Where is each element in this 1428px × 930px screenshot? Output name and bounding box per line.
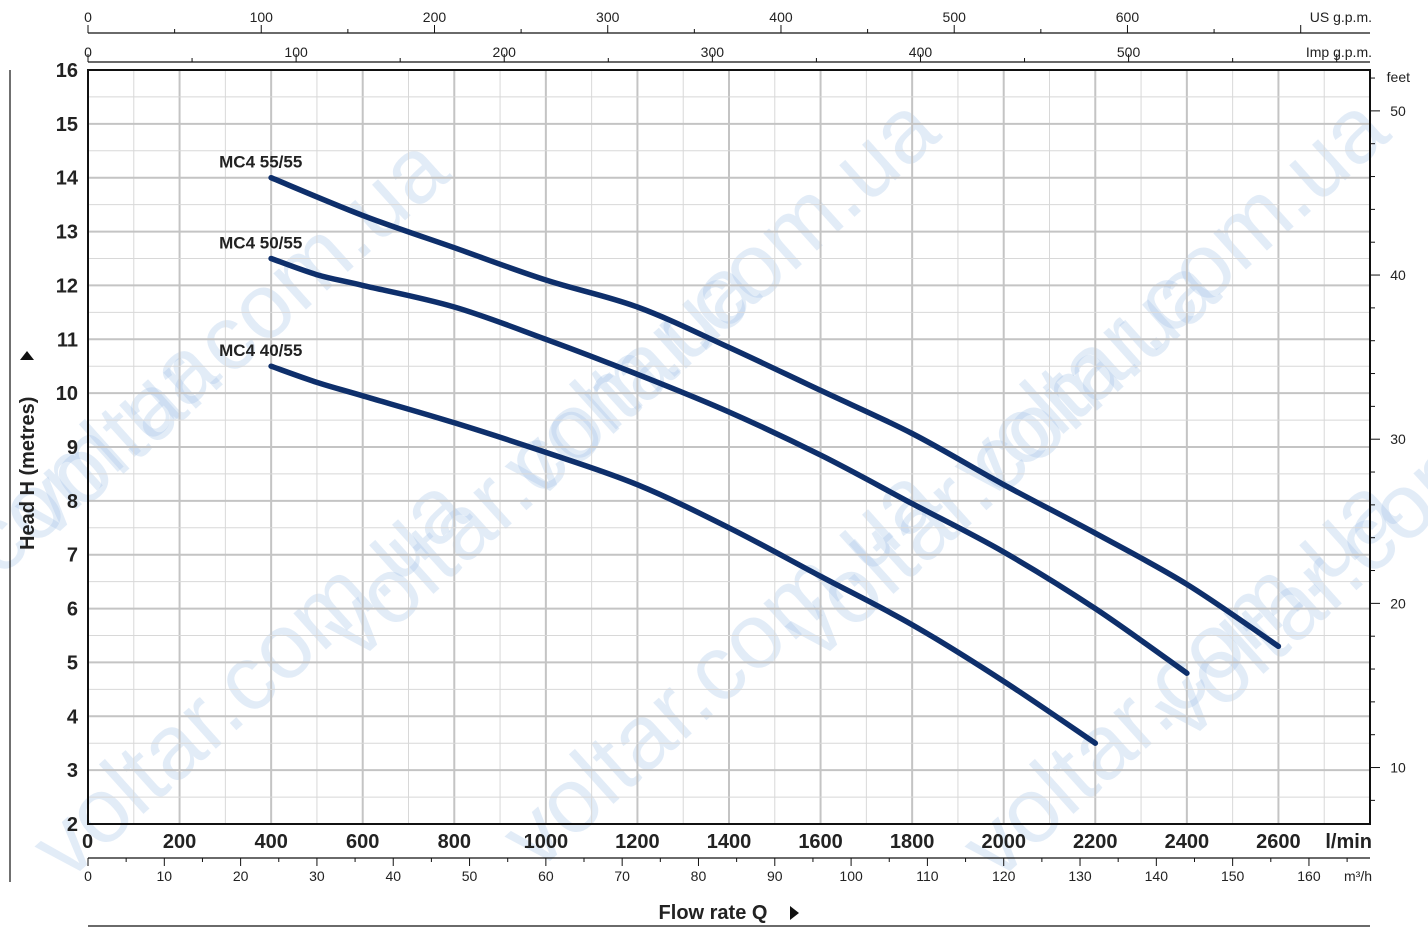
x-unit-label: l/min <box>1325 831 1372 853</box>
x-tick-label: 200 <box>163 831 196 853</box>
chart-grid <box>88 70 1370 824</box>
feet-tick-label: 20 <box>1390 595 1406 611</box>
m3h-tick-label: 80 <box>691 868 707 884</box>
m3h-tick-label: 130 <box>1068 868 1092 884</box>
x-tick-label: 600 <box>346 831 379 853</box>
m3h-tick-label: 110 <box>916 868 939 884</box>
us-gpm-tick-label: 500 <box>943 9 967 25</box>
watermark-layer: voltar.com.ua voltar.com.uavoltar.com.uav… <box>0 75 1428 897</box>
x-tick-label: 2600 <box>1256 831 1301 853</box>
us-gpm-tick-label: 100 <box>250 9 274 25</box>
us-gpm-tick-label: 400 <box>769 9 793 25</box>
feet-tick-label: 40 <box>1390 267 1406 283</box>
feet-tick-label: 30 <box>1390 431 1406 447</box>
curve-mc4-40-55 <box>268 363 1099 746</box>
feet-tick-label: 10 <box>1390 760 1406 776</box>
imp-gpm-tick-label: 100 <box>284 44 308 60</box>
y-tick-label: 10 <box>56 383 78 405</box>
x-tick-label: 1400 <box>707 831 752 853</box>
x-tick-label: 2400 <box>1165 831 1210 853</box>
plot-frame <box>87 69 1371 825</box>
m3h-tick-label: 50 <box>462 868 478 884</box>
y-tick-label: 13 <box>56 222 78 244</box>
y-tick-label: 6 <box>67 599 78 621</box>
y-tick-label: 12 <box>56 275 78 297</box>
us-gpm-tick-label: 200 <box>423 9 447 25</box>
m3h-tick-label: 160 <box>1297 868 1321 884</box>
m3h-tick-label: 150 <box>1221 868 1245 884</box>
m3h-tick-label: 0 <box>84 868 92 884</box>
y-axis-title: Head H (metres) <box>17 397 39 550</box>
axes-layer <box>9 25 1380 927</box>
y-tick-label: 9 <box>67 437 78 459</box>
y-tick-label: 7 <box>67 545 78 567</box>
imp-gpm-axis-label: Imp g.p.m. <box>1306 44 1372 60</box>
x-tick-label: 1000 <box>524 831 569 853</box>
x-tick-label: 400 <box>254 831 287 853</box>
y-tick-label: 3 <box>67 760 78 782</box>
x-title-arrow-icon <box>790 906 799 920</box>
m3h-tick-label: 60 <box>538 868 554 884</box>
m3h-axis-label: m³/h <box>1344 868 1372 884</box>
m3h-tick-label: 120 <box>992 868 1016 884</box>
y-tick-label: 14 <box>56 168 79 190</box>
curve-mc4-50-55 <box>268 255 1190 676</box>
x-tick-label: 2200 <box>1073 831 1118 853</box>
imp-gpm-tick-label: 0 <box>84 44 92 60</box>
watermark-text: voltar.com.ua <box>762 235 1237 677</box>
curve-mc4-55-55 <box>268 174 1282 650</box>
imp-gpm-tick-label: 400 <box>909 44 933 60</box>
y-tick-label: 5 <box>67 652 78 674</box>
series-label: MC4 50/55 <box>219 234 302 253</box>
series-label: MC4 40/55 <box>219 341 302 360</box>
m3h-tick-label: 70 <box>614 868 630 884</box>
feet-axis-label: feet <box>1387 69 1410 85</box>
x-tick-label: 800 <box>438 831 471 853</box>
us-gpm-axis-label: US g.p.m. <box>1310 9 1372 25</box>
x-tick-label: 1600 <box>798 831 843 853</box>
us-gpm-tick-label: 0 <box>84 9 92 25</box>
x-tick-label: 2000 <box>981 831 1026 853</box>
y-tick-label: 16 <box>56 60 78 82</box>
x-tick-label: 1800 <box>890 831 935 853</box>
y-title-arrow-icon <box>20 351 34 360</box>
x-axis-title: Flow rate Q <box>659 902 768 924</box>
m3h-tick-label: 40 <box>385 868 401 884</box>
m3h-tick-label: 100 <box>839 868 863 884</box>
y-tick-label: 15 <box>56 114 78 136</box>
us-gpm-tick-label: 600 <box>1116 9 1140 25</box>
y-tick-label: 11 <box>57 329 78 351</box>
x-tick-label: 1200 <box>615 831 660 853</box>
y-tick-label: 8 <box>67 491 78 513</box>
imp-gpm-tick-label: 300 <box>701 44 725 60</box>
m3h-tick-label: 20 <box>233 868 249 884</box>
m3h-tick-label: 30 <box>309 868 325 884</box>
x-tick-label: 0 <box>82 831 93 853</box>
imp-gpm-tick-label: 500 <box>1117 44 1141 60</box>
m3h-tick-label: 140 <box>1145 868 1169 884</box>
m3h-tick-label: 90 <box>767 868 783 884</box>
series-label: MC4 55/55 <box>219 153 302 172</box>
imp-gpm-tick-label: 200 <box>493 44 517 60</box>
curves-layer <box>268 174 1282 746</box>
m3h-tick-label: 10 <box>157 868 173 884</box>
y-tick-label: 2 <box>67 814 78 836</box>
us-gpm-tick-label: 300 <box>596 9 620 25</box>
y-tick-label: 4 <box>67 706 79 728</box>
feet-tick-label: 50 <box>1390 103 1406 119</box>
